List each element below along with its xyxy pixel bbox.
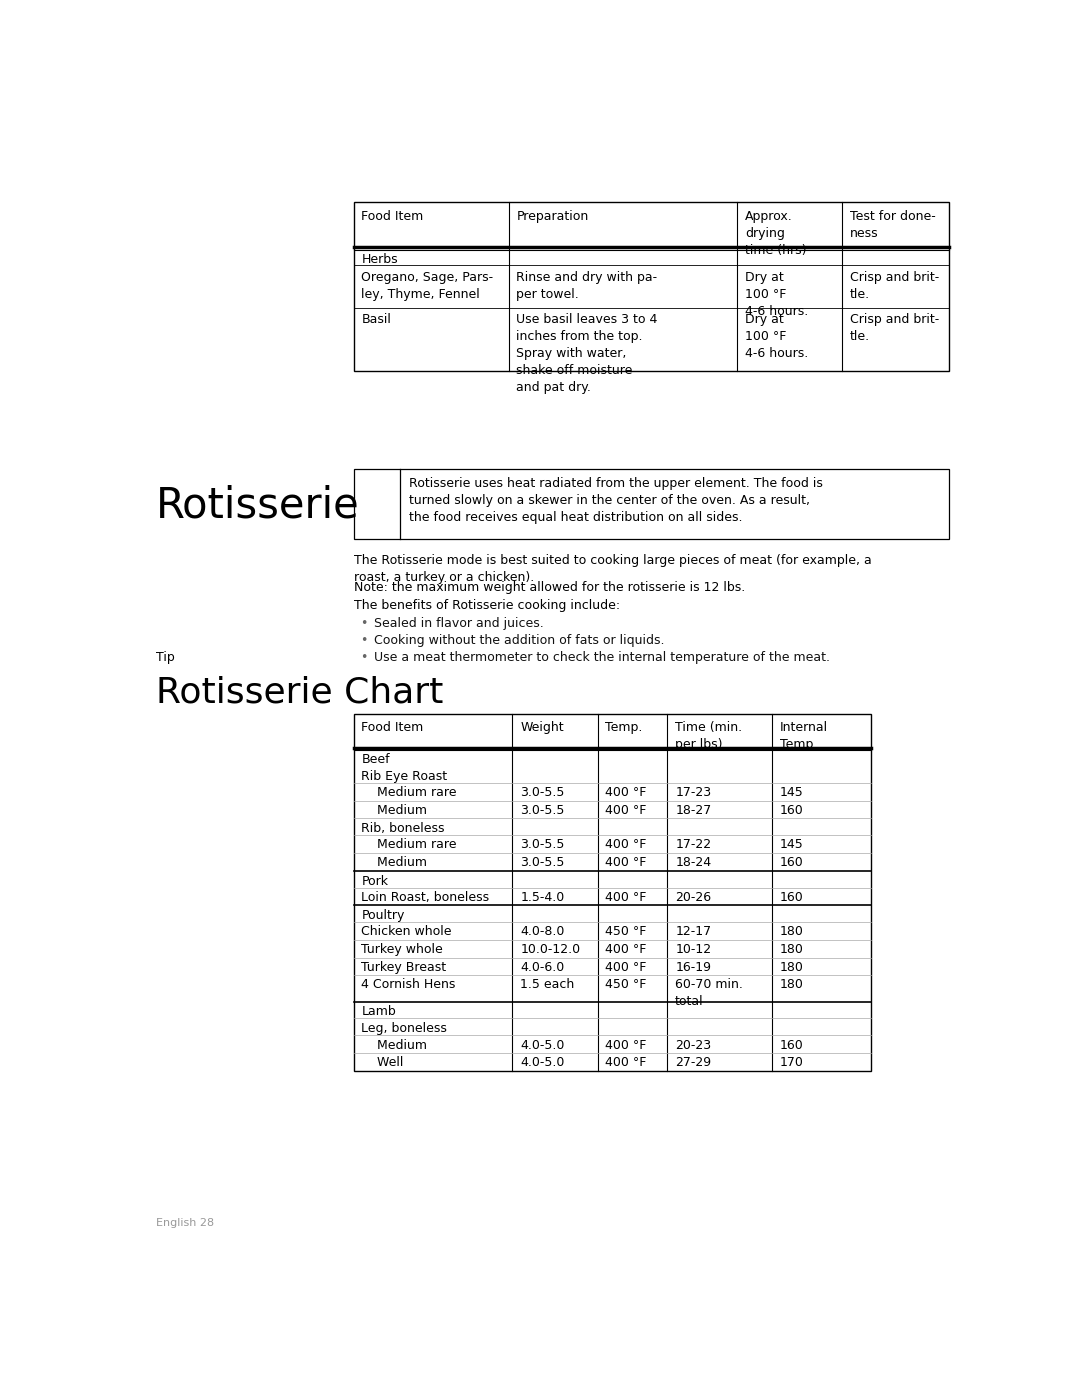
Text: 160: 160 xyxy=(780,856,804,869)
Text: Well: Well xyxy=(362,1056,404,1069)
Text: 160: 160 xyxy=(780,1038,804,1052)
Text: 180: 180 xyxy=(780,925,804,939)
Text: Leg, boneless: Leg, boneless xyxy=(362,1023,447,1035)
Text: 400 °F: 400 °F xyxy=(606,943,647,956)
Text: •: • xyxy=(360,651,367,664)
Text: Turkey whole: Turkey whole xyxy=(362,943,443,956)
Text: Herbs: Herbs xyxy=(362,253,397,265)
Text: 17-22: 17-22 xyxy=(675,838,712,851)
Text: The Rotisserie mode is best suited to cooking large pieces of meat (for example,: The Rotisserie mode is best suited to co… xyxy=(353,555,872,584)
Text: 18-27: 18-27 xyxy=(675,803,712,817)
Text: 17-23: 17-23 xyxy=(675,787,712,799)
Text: 145: 145 xyxy=(780,787,804,799)
Text: 180: 180 xyxy=(780,943,804,956)
Text: Crisp and brit-
tle.: Crisp and brit- tle. xyxy=(850,271,939,300)
Text: 4 Cornish Hens: 4 Cornish Hens xyxy=(362,978,456,992)
Text: Rib, boneless: Rib, boneless xyxy=(362,823,445,835)
Text: 3.0-5.5: 3.0-5.5 xyxy=(521,787,565,799)
Text: Food Item: Food Item xyxy=(362,721,423,733)
Text: Basil: Basil xyxy=(362,313,391,326)
Text: Weight: Weight xyxy=(521,721,564,733)
Text: 20-26: 20-26 xyxy=(675,891,712,904)
Text: Note: the maximum weight allowed for the rotisserie is 12 lbs.: Note: the maximum weight allowed for the… xyxy=(353,581,745,594)
Text: Approx.
drying
time (hrs): Approx. drying time (hrs) xyxy=(745,210,807,257)
Text: 16-19: 16-19 xyxy=(675,961,711,974)
Text: Medium: Medium xyxy=(362,803,428,817)
Text: Tip: Tip xyxy=(156,651,175,664)
Text: Use basil leaves 3 to 4
inches from the top.
Spray with water,
shake off moistur: Use basil leaves 3 to 4 inches from the … xyxy=(516,313,658,394)
Text: Cooking without the addition of fats or liquids.: Cooking without the addition of fats or … xyxy=(374,634,664,647)
Text: Lamb: Lamb xyxy=(362,1006,396,1018)
Text: 4.0-6.0: 4.0-6.0 xyxy=(521,961,565,974)
Text: 12-17: 12-17 xyxy=(675,925,712,939)
Text: Pork: Pork xyxy=(362,875,389,887)
Text: 400 °F: 400 °F xyxy=(606,838,647,851)
Text: Rotisserie Chart: Rotisserie Chart xyxy=(156,675,443,710)
Text: Food Item: Food Item xyxy=(362,210,423,224)
Text: Use a meat thermometer to check the internal temperature of the meat.: Use a meat thermometer to check the inte… xyxy=(374,651,829,664)
Text: English 28: English 28 xyxy=(156,1218,214,1228)
Text: Loin Roast, boneless: Loin Roast, boneless xyxy=(362,891,489,904)
Text: Crisp and brit-
tle.: Crisp and brit- tle. xyxy=(850,313,939,344)
Text: 10.0-12.0: 10.0-12.0 xyxy=(521,943,580,956)
Text: 3.0-5.5: 3.0-5.5 xyxy=(521,838,565,851)
Text: 400 °F: 400 °F xyxy=(606,961,647,974)
Text: 60-70 min.
total: 60-70 min. total xyxy=(675,978,743,1009)
Text: 160: 160 xyxy=(780,891,804,904)
Text: Temp.: Temp. xyxy=(606,721,643,733)
Text: 450 °F: 450 °F xyxy=(606,978,647,992)
Text: 400 °F: 400 °F xyxy=(606,787,647,799)
Bar xyxy=(353,203,948,372)
Text: Medium: Medium xyxy=(362,856,428,869)
Text: Chicken whole: Chicken whole xyxy=(362,925,451,939)
Text: Sealed in flavor and juices.: Sealed in flavor and juices. xyxy=(374,617,543,630)
Text: The benefits of Rotisserie cooking include:: The benefits of Rotisserie cooking inclu… xyxy=(353,599,620,612)
Text: 27-29: 27-29 xyxy=(675,1056,712,1069)
Text: Internal
Temp.: Internal Temp. xyxy=(780,721,828,750)
Text: Dry at
100 °F
4-6 hours.: Dry at 100 °F 4-6 hours. xyxy=(745,271,808,319)
Text: Turkey Breast: Turkey Breast xyxy=(362,961,446,974)
Text: Test for done-
ness: Test for done- ness xyxy=(850,210,935,240)
Bar xyxy=(353,714,872,1071)
Text: 180: 180 xyxy=(780,961,804,974)
Bar xyxy=(353,469,948,539)
Text: Time (min.
per lbs): Time (min. per lbs) xyxy=(675,721,742,750)
Text: 180: 180 xyxy=(780,978,804,992)
Text: 400 °F: 400 °F xyxy=(606,803,647,817)
Text: Oregano, Sage, Pars-
ley, Thyme, Fennel: Oregano, Sage, Pars- ley, Thyme, Fennel xyxy=(362,271,494,300)
Text: 145: 145 xyxy=(780,838,804,851)
Text: Rinse and dry with pa-
per towel.: Rinse and dry with pa- per towel. xyxy=(516,271,658,300)
Text: Medium: Medium xyxy=(362,1038,428,1052)
Text: Dry at
100 °F
4-6 hours.: Dry at 100 °F 4-6 hours. xyxy=(745,313,808,360)
Text: Poultry: Poultry xyxy=(362,909,405,922)
Text: Medium rare: Medium rare xyxy=(362,787,457,799)
Text: Preparation: Preparation xyxy=(516,210,589,224)
Text: 1.5-4.0: 1.5-4.0 xyxy=(521,891,565,904)
Text: 1.5 each: 1.5 each xyxy=(521,978,575,992)
Text: 4.0-8.0: 4.0-8.0 xyxy=(521,925,565,939)
Text: 10-12: 10-12 xyxy=(675,943,712,956)
Text: 400 °F: 400 °F xyxy=(606,856,647,869)
Text: 400 °F: 400 °F xyxy=(606,891,647,904)
Text: 170: 170 xyxy=(780,1056,804,1069)
Text: Medium rare: Medium rare xyxy=(362,838,457,851)
Text: •: • xyxy=(360,634,367,647)
Text: 450 °F: 450 °F xyxy=(606,925,647,939)
Text: 400 °F: 400 °F xyxy=(606,1056,647,1069)
Text: 3.0-5.5: 3.0-5.5 xyxy=(521,803,565,817)
Text: 20-23: 20-23 xyxy=(675,1038,712,1052)
Text: Rib Eye Roast: Rib Eye Roast xyxy=(362,770,447,782)
Text: 3.0-5.5: 3.0-5.5 xyxy=(521,856,565,869)
Text: 4.0-5.0: 4.0-5.0 xyxy=(521,1056,565,1069)
Text: 4.0-5.0: 4.0-5.0 xyxy=(521,1038,565,1052)
Text: Rotisserie: Rotisserie xyxy=(156,485,360,527)
Text: Beef: Beef xyxy=(362,753,390,766)
Text: Rotisserie uses heat radiated from the upper element. The food is
turned slowly : Rotisserie uses heat radiated from the u… xyxy=(409,478,823,524)
Text: 400 °F: 400 °F xyxy=(606,1038,647,1052)
Text: •: • xyxy=(360,617,367,630)
Text: 160: 160 xyxy=(780,803,804,817)
Text: 18-24: 18-24 xyxy=(675,856,712,869)
